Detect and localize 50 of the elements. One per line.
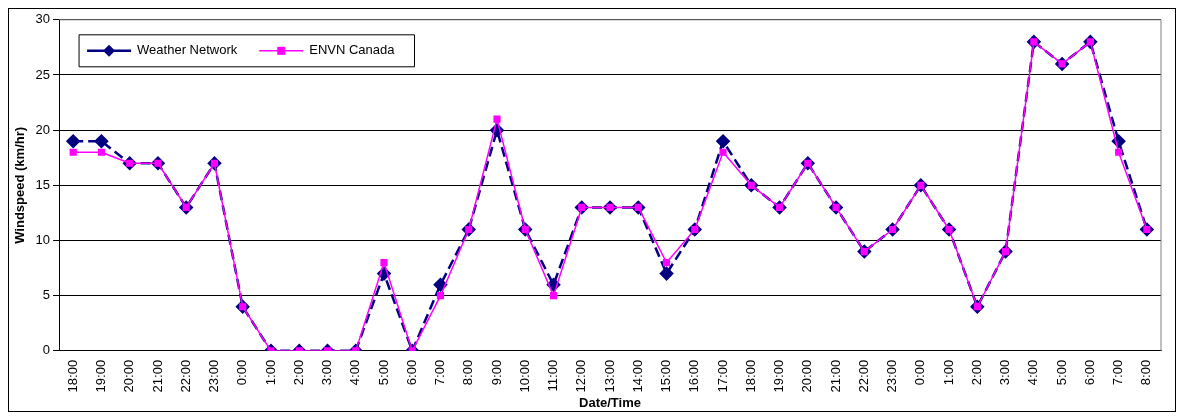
x-tick-label: 9:00 xyxy=(488,359,504,386)
x-tick-label: 20:00 xyxy=(121,359,137,393)
x-tick-label: 21:00 xyxy=(149,359,165,393)
x-tick-label: 6:00 xyxy=(1081,359,1097,386)
x-tick-label: 19:00 xyxy=(771,359,787,393)
x-tick-label: 4:00 xyxy=(347,359,363,386)
x-tick-label: 5:00 xyxy=(1053,359,1069,386)
x-tick-label: 2:00 xyxy=(968,359,984,386)
y-tick-label: 5 xyxy=(42,287,51,303)
x-tick-label: 4:00 xyxy=(1025,359,1041,386)
legend-label: ENVN Canada xyxy=(309,42,396,58)
x-tick-label: 15:00 xyxy=(658,359,674,393)
x-tick-label: 22:00 xyxy=(177,359,193,393)
y-tick-label: 0 xyxy=(42,342,51,358)
x-tick-label: 23:00 xyxy=(884,359,900,393)
legend-label: Weather Network xyxy=(137,42,238,58)
x-tick-label: 14:00 xyxy=(629,359,645,393)
y-tick-label: 10 xyxy=(35,232,51,248)
y-tick-label: 20 xyxy=(35,121,51,137)
x-tick-label: 3:00 xyxy=(997,359,1013,386)
x-tick-label: 11:00 xyxy=(545,359,561,392)
x-tick-label: 1:00 xyxy=(940,359,956,386)
x-tick-label: 20:00 xyxy=(799,359,815,393)
x-tick-label: 7:00 xyxy=(432,359,448,386)
x-tick-label: 7:00 xyxy=(1110,359,1126,386)
x-tick-label: 16:00 xyxy=(686,359,702,393)
x-tick-label: 8:00 xyxy=(460,359,476,386)
x-tick-label: 0:00 xyxy=(234,359,250,386)
x-tick-label: 6:00 xyxy=(403,359,419,386)
x-tick-label: 18:00 xyxy=(742,359,758,393)
x-tick-label: 23:00 xyxy=(206,359,222,393)
x-tick-label: 3:00 xyxy=(319,359,335,386)
x-tick-label: 18:00 xyxy=(64,359,80,393)
y-tick-label: 15 xyxy=(35,176,51,192)
y-tick-label: 25 xyxy=(35,66,51,82)
x-tick-label: 10:00 xyxy=(516,359,532,393)
x-axis-title: Date/Time xyxy=(579,394,641,410)
x-tick-label: 12:00 xyxy=(573,359,589,393)
y-tick-label: 30 xyxy=(35,11,51,27)
x-tick-label: 8:00 xyxy=(1138,359,1154,386)
x-tick-label: 2:00 xyxy=(290,359,306,386)
x-tick-label: 13:00 xyxy=(601,359,617,393)
x-tick-label: 17:00 xyxy=(714,359,730,393)
x-tick-label: 0:00 xyxy=(912,359,928,386)
x-tick-label: 1:00 xyxy=(262,359,278,386)
y-axis-title: Windspeed (km/hr) xyxy=(12,126,28,244)
x-tick-label: 19:00 xyxy=(93,359,109,393)
x-tick-label: 22:00 xyxy=(855,359,871,393)
x-tick-label: 5:00 xyxy=(375,359,391,386)
x-tick-label: 21:00 xyxy=(827,359,843,393)
